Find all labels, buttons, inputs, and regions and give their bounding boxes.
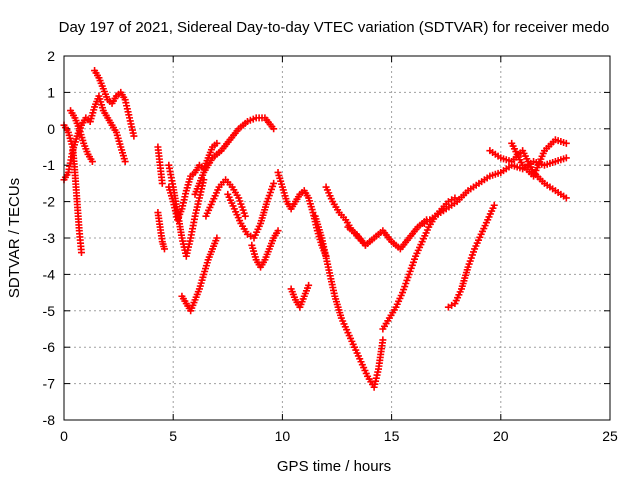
series-arc3	[67, 107, 96, 166]
data-point	[562, 194, 570, 202]
series-arc13	[224, 179, 278, 242]
axis-ticks: 0 5 10 15 20 25 -8 -7 -6 -5 -4 -3 -2 -1 0 1 2	[43, 48, 618, 444]
series-arc11	[191, 114, 278, 198]
y-tick-label: 1	[47, 84, 55, 100]
y-tick-label: -7	[43, 376, 56, 392]
y-axis-label: SDTVAR / TECUs	[6, 178, 23, 298]
data-point	[562, 139, 570, 147]
x-tick-label: 15	[384, 428, 400, 444]
data-point	[158, 179, 166, 187]
y-tick-label: -2	[43, 194, 56, 210]
y-tick-label: 2	[47, 48, 55, 64]
series-arc10	[178, 234, 221, 315]
data-point	[121, 158, 129, 166]
data-point	[379, 336, 387, 344]
data-point	[490, 201, 498, 209]
series-arc7	[154, 209, 168, 253]
data-point	[562, 154, 570, 162]
y-tick-label: -4	[43, 266, 56, 282]
y-tick-label: -1	[43, 157, 56, 173]
series-arc5	[86, 92, 129, 166]
data-point	[130, 132, 138, 140]
plot-frame	[63, 55, 611, 421]
data-point	[241, 212, 249, 220]
data-point	[213, 234, 221, 242]
x-tick-label: 25	[602, 428, 618, 444]
series-arc4	[91, 67, 138, 140]
x-axis-label: GPS time / hours	[277, 458, 391, 475]
data-point	[270, 179, 278, 187]
series-arc14	[248, 227, 282, 271]
x-tick-label: 10	[275, 428, 291, 444]
series-arc9	[165, 161, 208, 260]
data-point	[160, 245, 168, 253]
chart-title: Day 197 of 2021, Sidereal Day-to-day VTE…	[59, 19, 610, 36]
x-tick-label: 0	[60, 428, 68, 444]
series-arc24	[508, 136, 570, 180]
data-point	[88, 158, 96, 166]
y-tick-label: -6	[43, 339, 56, 355]
data-point	[77, 249, 85, 257]
series-arc21	[444, 201, 498, 311]
series-arc6	[154, 143, 166, 187]
data-point	[213, 139, 221, 147]
x-tick-label: 20	[493, 428, 509, 444]
series-arc19	[344, 216, 431, 253]
data-points	[60, 67, 570, 391]
data-point	[274, 227, 282, 235]
grid	[64, 56, 610, 420]
series-arc2	[60, 121, 85, 257]
series-arc12	[202, 176, 249, 220]
y-tick-label: -3	[43, 230, 56, 246]
series-arc22	[420, 154, 570, 227]
data-point	[305, 281, 313, 289]
y-tick-label: -8	[43, 412, 56, 428]
x-tick-label: 5	[169, 428, 177, 444]
data-point	[270, 125, 278, 133]
series-arc17	[311, 212, 387, 391]
series-arc16	[287, 281, 313, 311]
y-tick-label: 0	[47, 121, 55, 137]
y-tick-label: -5	[43, 303, 56, 319]
